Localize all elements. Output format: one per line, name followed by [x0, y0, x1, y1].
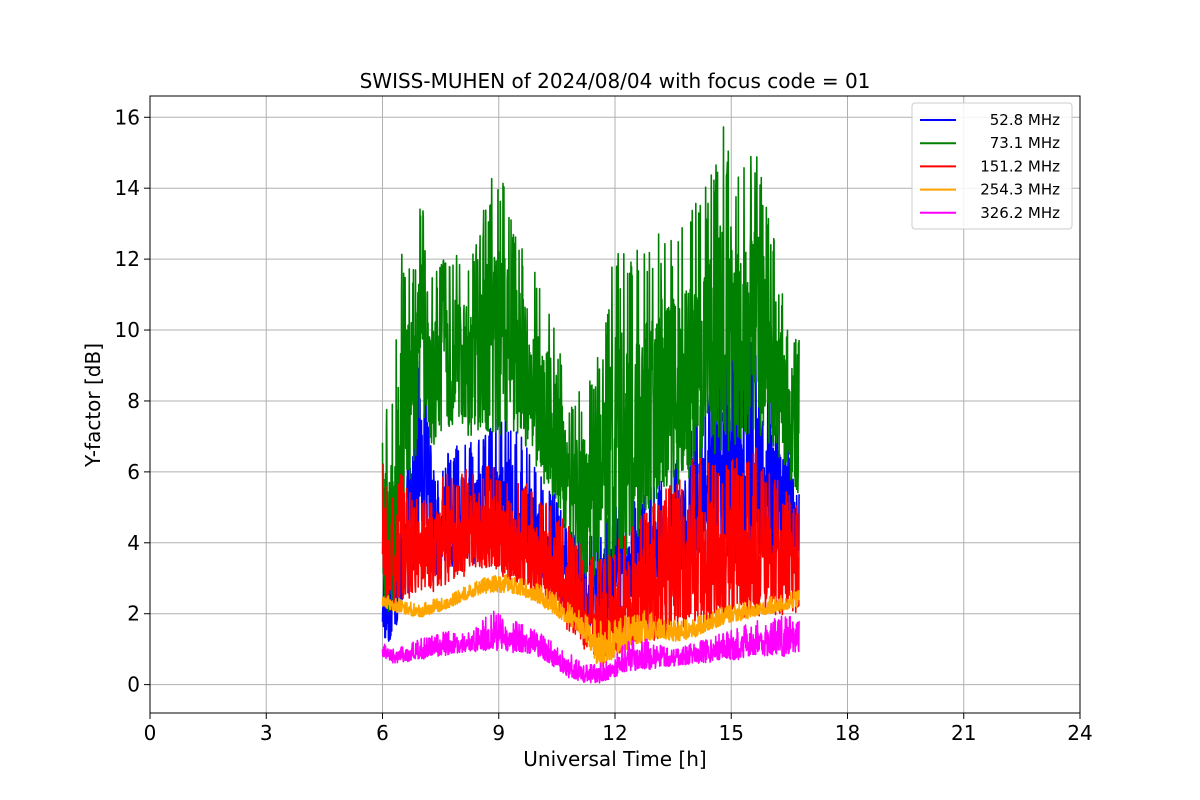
x-axis: 0 3 6 9 12 15 18 21 24 — [144, 713, 1093, 745]
x-tick-label: 24 — [1067, 721, 1092, 745]
y-tick-label: 16 — [115, 105, 140, 129]
series-line-326-2mhz — [381, 610, 800, 684]
x-tick-label: 15 — [719, 721, 744, 745]
x-tick-label: 18 — [835, 721, 860, 745]
y-axis: 0 2 4 6 8 10 12 14 16 — [115, 105, 150, 697]
y-tick-label: 14 — [115, 176, 140, 200]
y-tick-label: 6 — [127, 460, 140, 484]
y-tick-label: 8 — [127, 389, 140, 413]
legend-label: 151.2 MHz — [980, 157, 1060, 175]
x-tick-label: 0 — [144, 721, 157, 745]
legend-label: 52.8 MHz — [990, 111, 1060, 129]
x-tick-label: 6 — [376, 721, 389, 745]
plot-area — [381, 126, 800, 684]
chart-title: SWISS-MUHEN of 2024/08/04 with focus cod… — [360, 69, 871, 93]
y-tick-label: 0 — [127, 673, 140, 697]
y-tick-label: 10 — [115, 318, 140, 342]
x-tick-label: 3 — [260, 721, 273, 745]
x-tick-label: 21 — [951, 721, 976, 745]
legend-label: 326.2 MHz — [980, 204, 1060, 222]
y-tick-label: 4 — [127, 531, 140, 555]
legend-box — [911, 102, 1073, 230]
x-tick-label: 12 — [602, 721, 627, 745]
legend-label: 73.1 MHz — [990, 134, 1060, 152]
x-axis-label: Universal Time [h] — [523, 747, 706, 771]
y-tick-label: 12 — [115, 247, 140, 271]
series-line-151-2mhz — [381, 447, 800, 662]
legend: 52.8 MHz 73.1 MHz 151.2 MHz 254.3 MHz 326.2 … — [911, 102, 1073, 230]
series-line-73-1mhz — [381, 126, 800, 613]
series-line-254-3mhz — [381, 574, 800, 668]
legend-label: 254.3 MHz — [980, 181, 1060, 199]
y-tick-label: 2 — [127, 602, 140, 626]
y-axis-label: Y-factor [dB] — [81, 343, 105, 468]
x-tick-label: 9 — [492, 721, 505, 745]
